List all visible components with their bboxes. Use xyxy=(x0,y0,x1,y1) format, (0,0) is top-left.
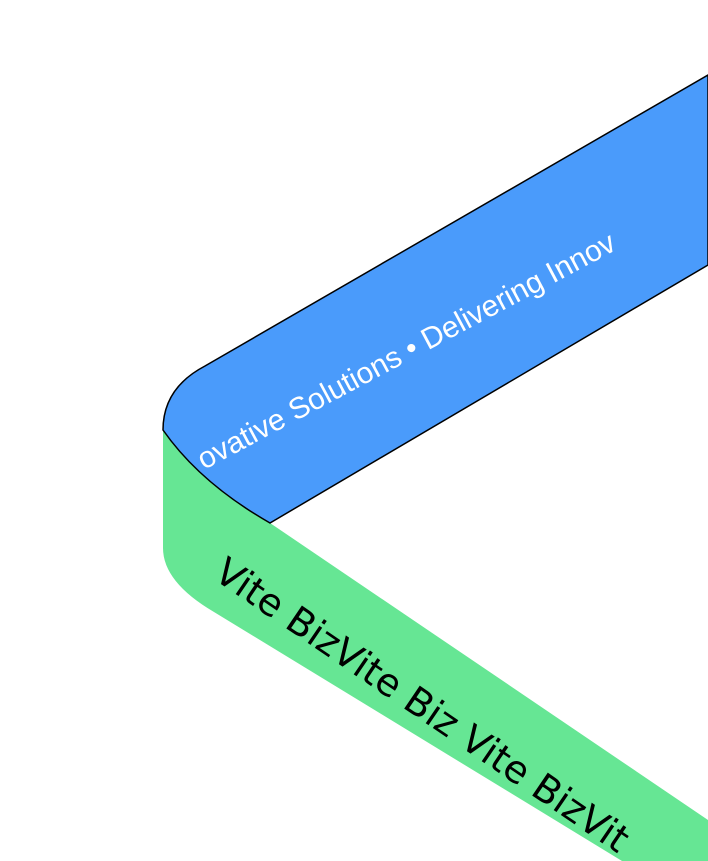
green-ribbon xyxy=(163,430,708,861)
green-text-group: Vite BizVite Biz Vite BizVit xyxy=(207,549,638,861)
ribbon-text: Vite BizVite Biz Vite BizVit xyxy=(207,549,638,861)
blue-ribbon xyxy=(162,74,708,524)
